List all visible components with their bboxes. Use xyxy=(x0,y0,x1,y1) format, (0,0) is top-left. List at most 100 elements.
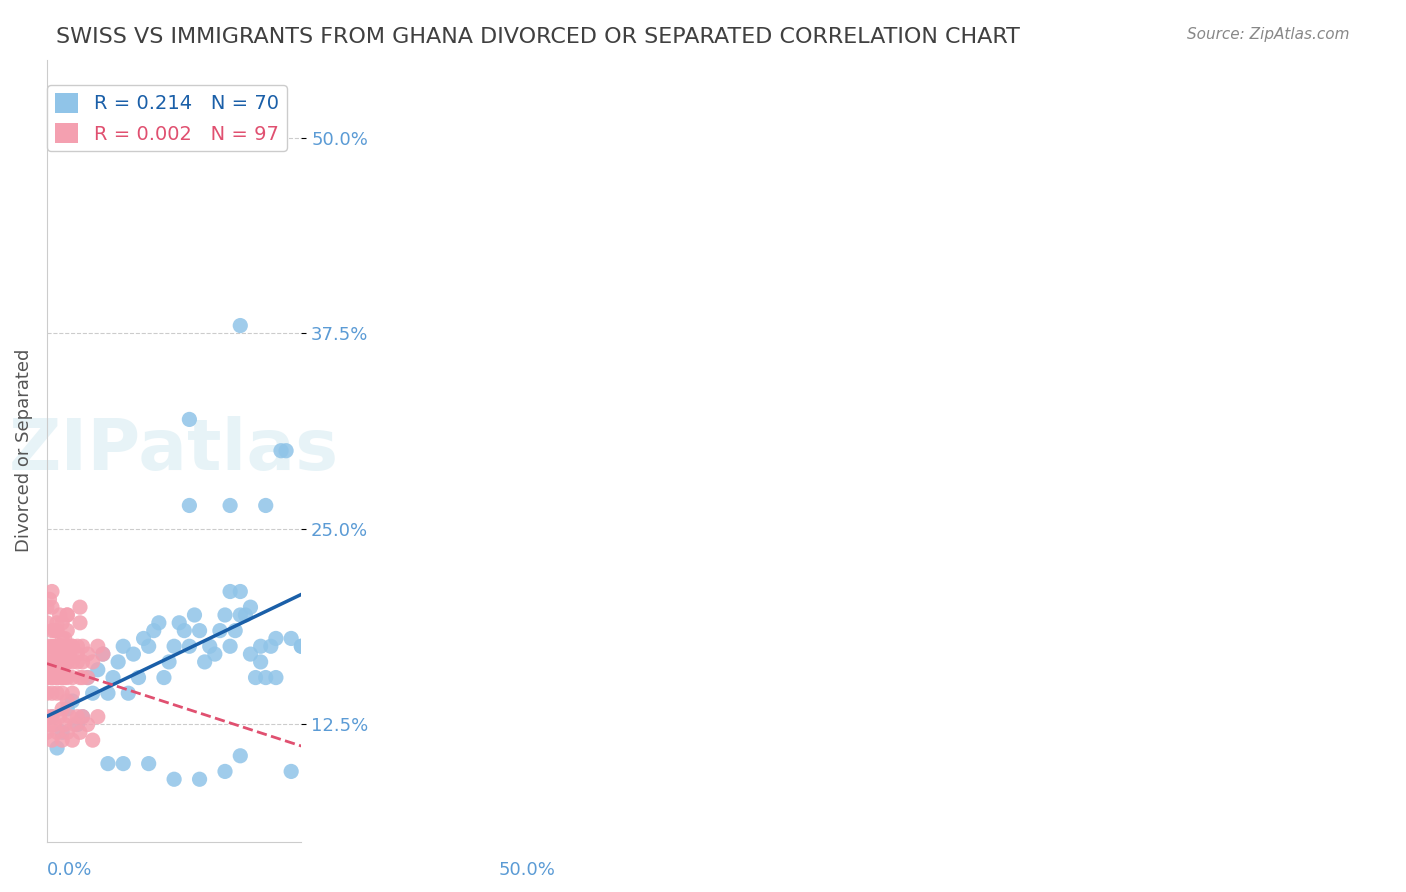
Point xyxy=(35,725,58,739)
Point xyxy=(35,647,58,661)
Point xyxy=(101,671,124,685)
Point xyxy=(56,624,79,638)
Point xyxy=(249,655,271,669)
Point xyxy=(56,694,79,708)
Point xyxy=(46,725,69,739)
Point xyxy=(229,318,252,333)
Point xyxy=(35,655,58,669)
Point xyxy=(60,733,83,747)
Point xyxy=(142,624,165,638)
Point xyxy=(87,640,110,654)
Point xyxy=(219,640,242,654)
Point xyxy=(214,607,236,622)
Point xyxy=(76,647,98,661)
Point xyxy=(60,686,83,700)
Point xyxy=(270,443,292,458)
Point xyxy=(97,686,120,700)
Point xyxy=(66,717,89,731)
Point xyxy=(173,624,195,638)
Point xyxy=(51,632,73,646)
Point xyxy=(41,624,63,638)
Point xyxy=(44,640,66,654)
Point xyxy=(188,624,211,638)
Point xyxy=(235,607,257,622)
Point xyxy=(82,686,104,700)
Point xyxy=(53,647,76,661)
Point xyxy=(229,584,252,599)
Point xyxy=(245,671,267,685)
Point xyxy=(56,725,79,739)
Point xyxy=(51,655,73,669)
Point xyxy=(69,671,91,685)
Text: 0.0%: 0.0% xyxy=(46,862,93,880)
Point xyxy=(194,655,217,669)
Point xyxy=(66,709,89,723)
Point xyxy=(48,640,70,654)
Point xyxy=(254,671,277,685)
Point xyxy=(72,640,94,654)
Point xyxy=(138,640,160,654)
Point xyxy=(44,717,66,731)
Point xyxy=(219,499,242,513)
Point xyxy=(153,671,176,685)
Point xyxy=(117,686,139,700)
Point xyxy=(66,640,89,654)
Point xyxy=(60,694,83,708)
Point xyxy=(59,709,82,723)
Point xyxy=(112,640,135,654)
Point xyxy=(179,499,201,513)
Point xyxy=(60,640,83,654)
Point xyxy=(69,725,91,739)
Point xyxy=(264,632,287,646)
Point xyxy=(290,640,312,654)
Point xyxy=(254,499,277,513)
Point xyxy=(48,640,70,654)
Point xyxy=(56,655,79,669)
Point xyxy=(46,741,69,756)
Point xyxy=(35,615,58,630)
Point xyxy=(72,709,94,723)
Legend: R = 0.214   N = 70, R = 0.002   N = 97: R = 0.214 N = 70, R = 0.002 N = 97 xyxy=(46,85,287,152)
Point xyxy=(48,709,70,723)
Point xyxy=(63,717,86,731)
Point xyxy=(38,640,60,654)
Point xyxy=(76,671,98,685)
Point xyxy=(41,686,63,700)
Point xyxy=(60,655,83,669)
Point xyxy=(46,615,69,630)
Point xyxy=(51,640,73,654)
Point xyxy=(44,663,66,677)
Point xyxy=(280,632,302,646)
Point xyxy=(87,709,110,723)
Point xyxy=(204,647,226,661)
Point xyxy=(219,584,242,599)
Text: Source: ZipAtlas.com: Source: ZipAtlas.com xyxy=(1187,27,1350,42)
Point xyxy=(41,655,63,669)
Point xyxy=(46,624,69,638)
Point xyxy=(35,709,58,723)
Point xyxy=(56,655,79,669)
Point xyxy=(44,647,66,661)
Point xyxy=(51,663,73,677)
Point xyxy=(51,733,73,747)
Point xyxy=(53,717,76,731)
Point xyxy=(239,647,262,661)
Point xyxy=(157,655,180,669)
Point xyxy=(38,592,60,607)
Point xyxy=(48,607,70,622)
Point xyxy=(41,671,63,685)
Point xyxy=(183,607,205,622)
Point xyxy=(229,607,252,622)
Point xyxy=(53,671,76,685)
Point xyxy=(60,671,83,685)
Point xyxy=(41,709,63,723)
Point xyxy=(51,725,73,739)
Point xyxy=(38,717,60,731)
Point xyxy=(44,671,66,685)
Point xyxy=(35,686,58,700)
Point xyxy=(48,655,70,669)
Point xyxy=(51,686,73,700)
Point xyxy=(56,702,79,716)
Point xyxy=(72,655,94,669)
Text: SWISS VS IMMIGRANTS FROM GHANA DIVORCED OR SEPARATED CORRELATION CHART: SWISS VS IMMIGRANTS FROM GHANA DIVORCED … xyxy=(56,27,1021,46)
